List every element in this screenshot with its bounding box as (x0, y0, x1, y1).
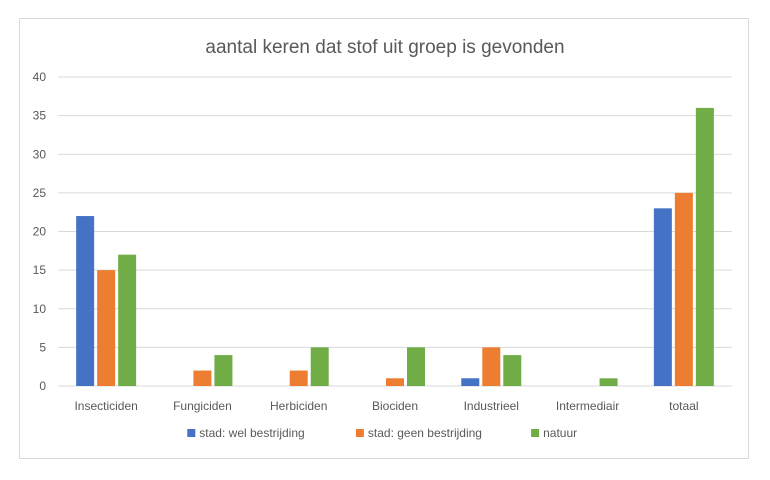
y-tick-label: 30 (33, 147, 47, 161)
y-tick-label: 40 (33, 70, 47, 84)
y-tick-label: 15 (33, 263, 47, 277)
bar (695, 107, 714, 387)
bar (407, 347, 425, 386)
bar (461, 378, 480, 386)
y-axis-ticks: 0 5 10 15 20 25 30 35 40 (33, 70, 47, 393)
y-tick-label: 25 (33, 186, 47, 200)
bar (214, 355, 233, 386)
y-tick-label: 20 (33, 225, 47, 239)
legend-swatch (355, 429, 364, 437)
legend-entry: stad: wel bestrijding (187, 426, 305, 440)
legend-label: stad: wel bestrijding (199, 426, 304, 440)
y-tick-label: 10 (33, 302, 47, 316)
bar (503, 355, 522, 386)
bar (76, 216, 95, 386)
y-tick-label: 0 (39, 379, 46, 393)
bar (653, 208, 672, 386)
y-tick-label: 5 (39, 340, 46, 354)
x-tick-label: Herbiciden (270, 399, 327, 413)
bar (386, 378, 404, 386)
bar (482, 347, 501, 386)
x-tick-label: Intermediair (556, 399, 619, 413)
legend-label: natuur (543, 426, 577, 440)
bar (310, 347, 329, 386)
x-tick-label: Biociden (372, 399, 418, 413)
gridlines (58, 76, 732, 387)
x-tick-label: Fungiciden (173, 399, 232, 413)
bar (289, 370, 308, 386)
chart-title: aantal keren dat stof uit groep is gevon… (205, 37, 564, 58)
legend-swatch (187, 429, 196, 437)
bar (674, 192, 693, 386)
bar (599, 378, 618, 386)
y-tick-label: 35 (33, 109, 47, 123)
x-tick-label: Insecticiden (74, 399, 137, 413)
legend: stad: wel bestrijding stad: geen bestrijd… (187, 426, 577, 440)
bar (193, 370, 212, 386)
x-tick-label: totaal (669, 399, 698, 413)
x-tick-label: Industrieel (464, 399, 519, 413)
legend-entry: stad: geen bestrijding (355, 426, 482, 440)
legend-label: stad: geen bestrijding (368, 426, 482, 440)
legend-entry: natuur (531, 426, 577, 440)
bar (118, 254, 137, 386)
bars (76, 107, 714, 387)
legend-swatch (531, 429, 540, 437)
bar (97, 270, 116, 386)
x-axis-ticks: Insecticiden Fungiciden Herbiciden Biociden… (74, 399, 698, 413)
